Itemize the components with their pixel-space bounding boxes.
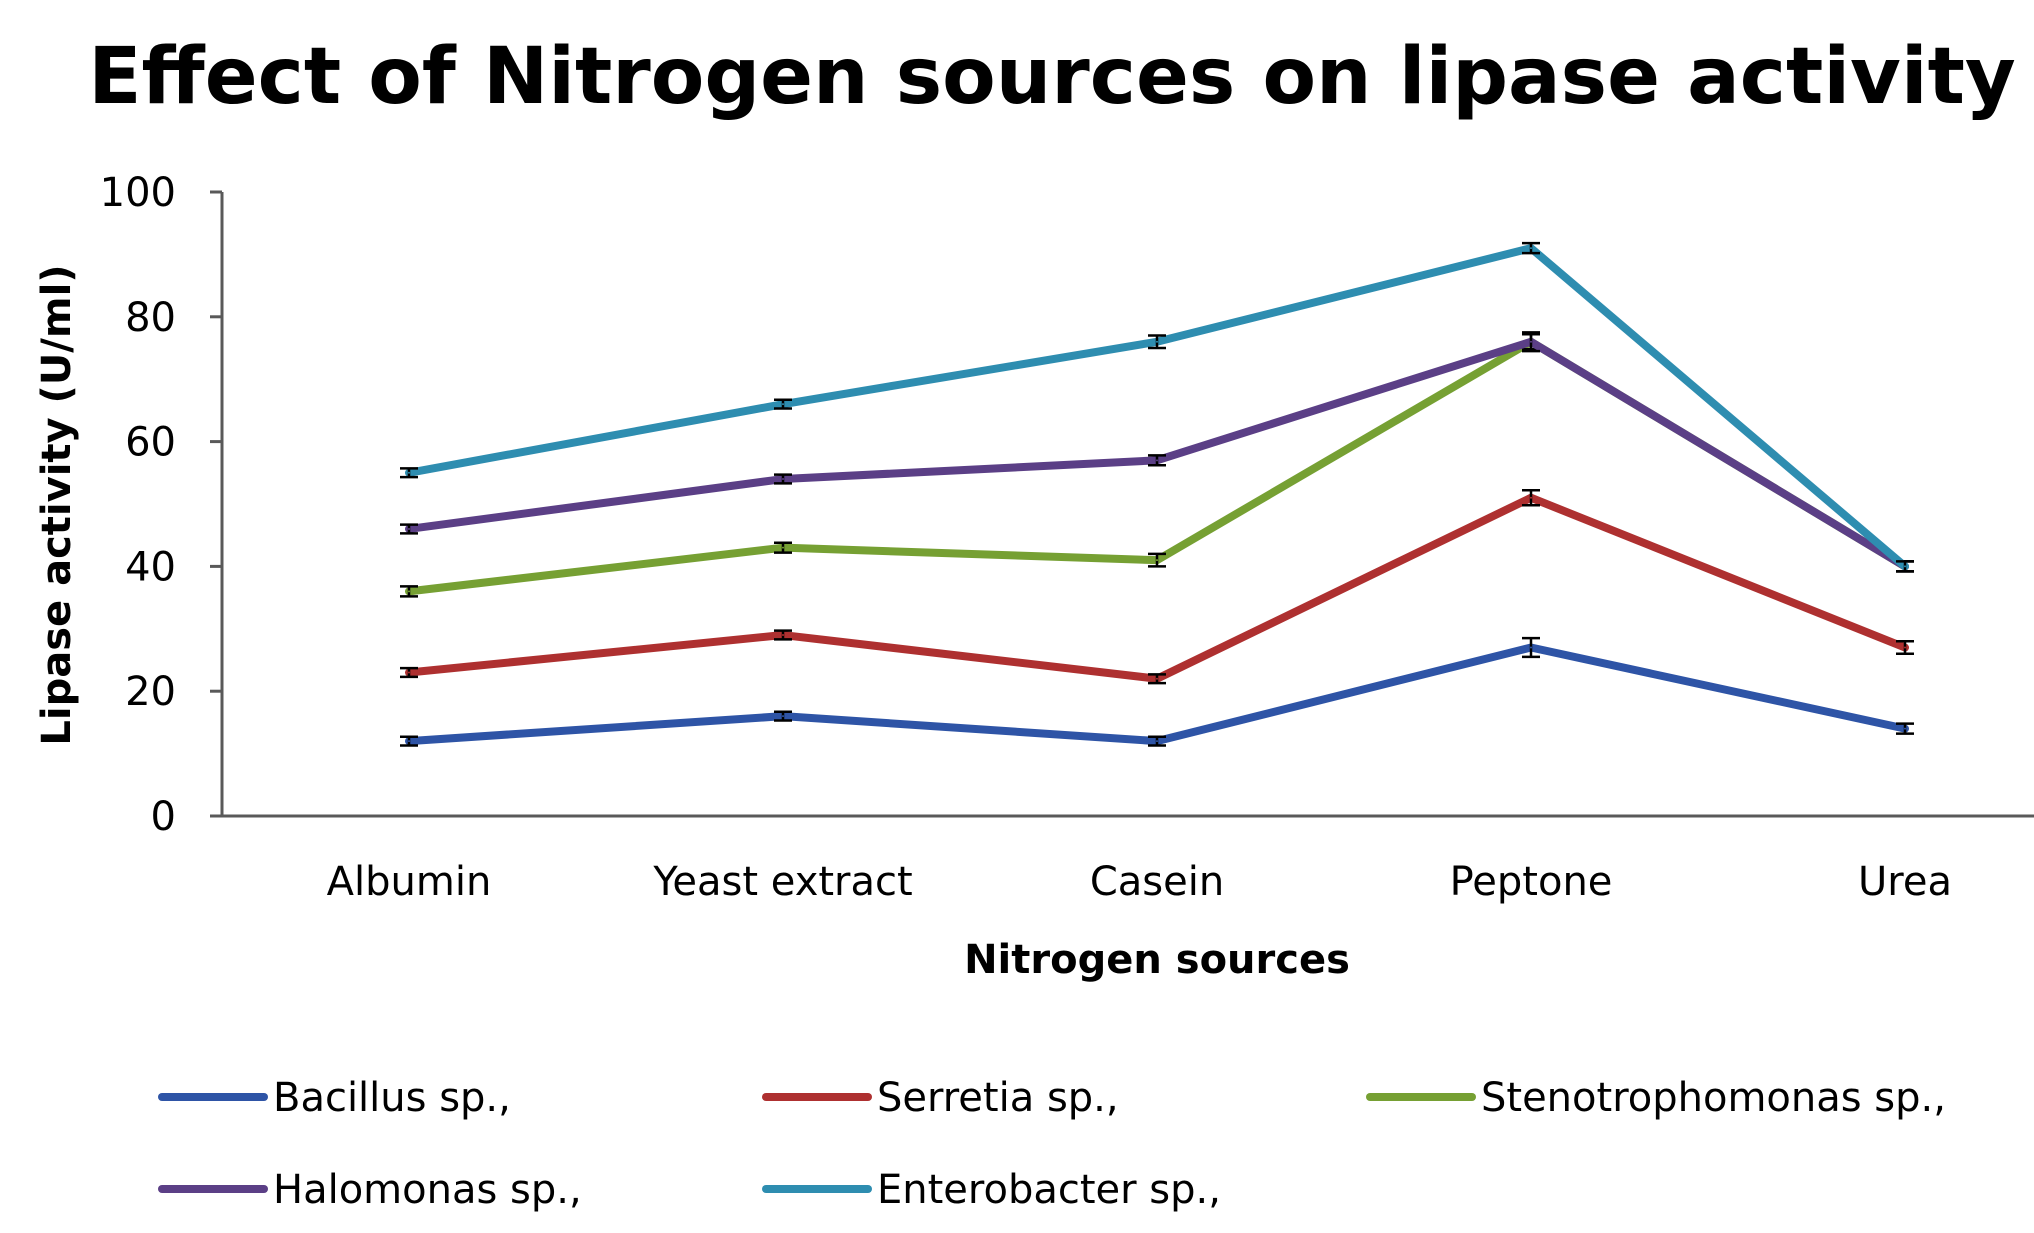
legend-label: Stenotrophomonas sp.,: [1481, 1075, 1946, 1121]
data-point: [1530, 247, 1532, 250]
x-tick-label: Casein: [1090, 859, 1224, 905]
data-point: [1156, 459, 1158, 462]
data-point: [1156, 740, 1158, 743]
legend-label: Halomonas sp.,: [273, 1167, 582, 1213]
data-point: [1156, 677, 1158, 680]
data-point: [1904, 565, 1906, 568]
legend-item: Serretia sp.,: [762, 1075, 1119, 1121]
series-line: [405, 244, 1909, 571]
data-point: [408, 527, 410, 530]
x-tick-label: Albumin: [327, 859, 492, 905]
x-axis: Albumin Yeast extract Casein Peptone Urea: [222, 814, 2034, 905]
data-point: [1904, 727, 1906, 730]
data-point: [782, 478, 784, 481]
legend-label: Bacillus sp.,: [273, 1075, 511, 1121]
data-point: [782, 634, 784, 637]
data-point: [408, 471, 410, 474]
series-layer: [400, 241, 1914, 747]
x-tick-label: Yeast extract: [652, 859, 912, 905]
x-tick-label: Peptone: [1450, 859, 1613, 905]
chart-title: Effect of Nitrogen sources on lipase act…: [88, 32, 2016, 122]
data-point: [1530, 340, 1532, 343]
data-point: [782, 715, 784, 718]
data-point: [408, 671, 410, 674]
y-tick-label: 0: [151, 794, 176, 840]
data-point: [1530, 646, 1532, 649]
data-point: [1530, 496, 1532, 499]
data-point: [1156, 340, 1158, 343]
y-tick-label: 80: [125, 295, 176, 341]
legend-item: Enterobacter sp.,: [762, 1167, 1221, 1213]
data-point: [1904, 646, 1906, 649]
data-point: [1156, 559, 1158, 562]
y-axis-title: Lipase activity (U/ml): [34, 264, 80, 745]
series-line: [405, 493, 1909, 683]
series-5: [400, 241, 1914, 573]
data-point: [782, 403, 784, 406]
y-tick-label: 60: [125, 420, 176, 466]
y-tick-label: 40: [125, 544, 176, 590]
x-tick-label: Urea: [1858, 859, 1952, 905]
series-2: [400, 489, 1914, 685]
y-axis: 0 20 40 60 80 100: [100, 170, 224, 840]
y-tick-label: 100: [100, 170, 176, 216]
legend-item: Bacillus sp.,: [158, 1075, 511, 1121]
y-tick-label: 20: [125, 669, 176, 715]
legend-item: Stenotrophomonas sp.,: [1366, 1075, 1946, 1121]
series-1: [400, 636, 1914, 747]
legend-label: Serretia sp.,: [877, 1075, 1119, 1121]
series-4: [400, 331, 1914, 573]
legend-item: Halomonas sp.,: [158, 1167, 582, 1213]
legend: Bacillus sp., Serretia sp., Stenotrophomon…: [158, 1075, 1946, 1213]
data-point: [782, 546, 784, 549]
legend-label: Enterobacter sp.,: [877, 1167, 1221, 1213]
data-point: [408, 590, 410, 593]
data-point: [408, 740, 410, 743]
x-axis-title: Nitrogen sources: [964, 937, 1350, 983]
series-line: [405, 643, 1909, 746]
